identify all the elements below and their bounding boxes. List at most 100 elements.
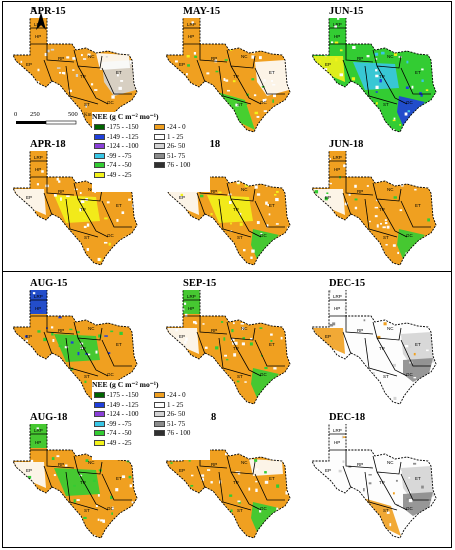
map-speckle (70, 367, 74, 371)
map-speckle (385, 147, 390, 151)
map-speckle (77, 381, 81, 384)
map-speckle (21, 175, 24, 178)
map-speckle (316, 511, 321, 515)
map-speckle (351, 311, 355, 314)
state-outline (12, 417, 138, 539)
map-speckle (226, 358, 229, 361)
map-speckle (380, 222, 382, 225)
map-speckle (391, 128, 395, 132)
map-speckle (70, 341, 74, 344)
scale-tick-250: 250 (30, 111, 40, 118)
map-speckle (15, 452, 19, 455)
map-speckle (97, 257, 101, 261)
region-code-label: GC (107, 233, 115, 238)
map-speckle (63, 522, 67, 524)
map-speckle (115, 91, 118, 95)
region-code-label: LRP (333, 428, 342, 433)
legend-swatch (154, 124, 165, 131)
map-speckle (377, 335, 381, 339)
ecoregion-boundary (372, 182, 402, 202)
texas-map: LRP HP RP NC ET TP ST EP GC (165, 283, 291, 405)
map-speckle (193, 52, 197, 55)
map-speckle (15, 49, 18, 53)
ecoregion-boundary (364, 198, 370, 230)
map-speckle (76, 499, 80, 501)
map-speckle (171, 299, 174, 303)
map-speckle (107, 352, 111, 354)
region-code-label: ST (84, 235, 90, 240)
legend-label: -24 - 0 (167, 123, 186, 131)
map-speckle (373, 372, 375, 375)
map-speckle (167, 366, 171, 368)
ecoregion-boundary (65, 337, 71, 369)
map-speckle (79, 208, 82, 212)
map-speckle (393, 196, 397, 199)
map-speckle (399, 124, 401, 126)
state-outline (12, 283, 138, 405)
map-speckle (408, 498, 413, 503)
map-speckle (181, 211, 185, 214)
map-speckle (240, 18, 243, 22)
map-speckle (418, 291, 423, 294)
map-speckle (280, 336, 283, 340)
map-speckle (325, 428, 329, 431)
scale-tick-500: 500 (68, 111, 78, 118)
map-speckle (116, 74, 119, 77)
region-code-label: TP (379, 207, 385, 212)
region-code-label: GC (260, 100, 268, 105)
region-code-label: EP (325, 62, 331, 67)
ecoregion-boundary (400, 200, 431, 228)
map-speckle (106, 201, 110, 204)
map-speckle (368, 482, 372, 485)
map-speckle (57, 507, 61, 511)
map-speckle (53, 474, 56, 477)
region-code-label: NC (387, 460, 394, 465)
map-speckle (116, 219, 119, 222)
ecoregion-boundary (345, 316, 374, 335)
map-speckle (82, 58, 87, 60)
map-speckle (110, 25, 113, 27)
map-speckle (179, 96, 182, 100)
map-speckle (318, 312, 322, 315)
map-speckle (359, 109, 363, 112)
map-speckle (332, 375, 334, 378)
legend-swatch (94, 152, 105, 159)
region-code-label: ST (237, 235, 243, 240)
map-speckle (191, 21, 194, 24)
map-speckle (240, 322, 245, 325)
scale-unit: Km (84, 113, 92, 118)
legend-label: 1 - 25 (167, 400, 184, 409)
map-speckle (186, 54, 190, 58)
map-speckle (378, 489, 382, 492)
map-speckle (374, 215, 378, 218)
map-speckle (201, 474, 205, 477)
texas-map: LRP HP RP NC ET TP ST EP GC (165, 11, 291, 133)
region-code-label: HP (188, 34, 194, 39)
map-speckle (208, 93, 212, 96)
map-speckle (261, 86, 265, 88)
panel-label: JUN-15 (327, 6, 366, 18)
map-panel: LRPHPRPNCETTPSTEPGCAPR-15 (4, 4, 150, 134)
map-speckle (431, 171, 435, 174)
map-speckle (270, 333, 273, 336)
ecoregion-boundary (376, 337, 408, 377)
map-speckle (323, 92, 326, 96)
map-speckle (354, 184, 357, 188)
legend-top: NEE (g C m⁻² mo⁻¹) -175 - -150 -149 - -125… (92, 112, 210, 192)
ecoregion-boundary (400, 339, 431, 367)
region-code-label: ST (84, 374, 90, 379)
map-speckle (268, 41, 272, 43)
region-code-label: RP (211, 328, 217, 333)
map-speckle (399, 209, 403, 212)
region-code-label: GC (406, 233, 414, 238)
region-code-label: RP (357, 462, 363, 467)
ecoregion-boundary (254, 473, 285, 501)
map-speckle (28, 128, 33, 131)
legend-item: -74 - -50 (94, 161, 132, 170)
map-speckle (281, 451, 284, 454)
ecoregion-boundary (400, 473, 431, 501)
map-speckle (126, 522, 129, 526)
legend-label: -99 - -75 (107, 151, 132, 160)
legend-swatch (94, 411, 105, 418)
